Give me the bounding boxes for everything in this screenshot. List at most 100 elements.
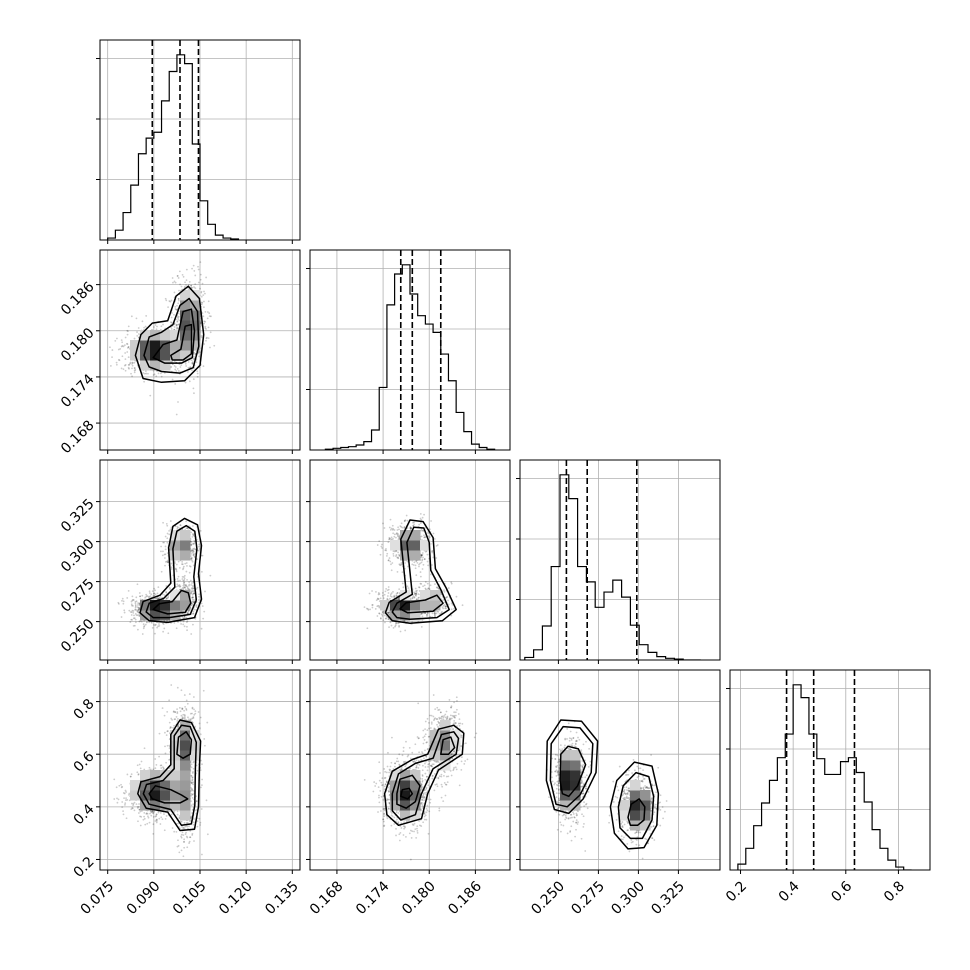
panel-frame: [309, 249, 511, 451]
density-cell: [180, 760, 191, 771]
density-cell: [150, 790, 161, 801]
density-cell: [190, 740, 201, 751]
density-cell: [180, 740, 191, 751]
density-cell: [400, 530, 411, 541]
density-cell: [430, 750, 441, 761]
density-cell: [400, 790, 411, 801]
density-cell: [400, 800, 411, 811]
x-tick-label: 0.135: [262, 878, 302, 918]
contour-level-3: [440, 736, 456, 755]
density-cell: [410, 800, 421, 811]
density-cell: [400, 780, 411, 791]
density-cell: [160, 340, 171, 351]
density-cell: [180, 290, 191, 301]
contour-level-3: [170, 323, 193, 361]
density-cell: [180, 780, 191, 791]
contour-level-2: [396, 774, 421, 809]
density-cell: [400, 540, 411, 551]
x-tick-label: 0.120: [216, 878, 256, 918]
density-cell: [570, 790, 581, 801]
density-panel-0-1: 0.168 0.174 0.180 0.186: [58, 249, 301, 457]
density-cell: [160, 360, 171, 371]
density-cell: [410, 550, 421, 561]
density-cell: [130, 790, 141, 801]
density-cell: [140, 790, 151, 801]
density-cell: [190, 310, 201, 321]
x-tick-label: 0.105: [170, 878, 210, 918]
density-cell: [170, 340, 181, 351]
density-cell: [140, 350, 151, 361]
density-cell: [150, 340, 161, 351]
density-cell: [190, 330, 201, 341]
contour-level-1: [143, 297, 200, 374]
density-cell: [570, 760, 581, 771]
y-tick-label: 0.275: [58, 576, 98, 616]
density-cell: [160, 770, 171, 781]
density-cell: [190, 340, 201, 351]
density-cell: [430, 740, 441, 751]
density-cell: [410, 790, 421, 801]
y-tick-label: 0.8: [71, 696, 98, 723]
x-tick-label: 0.174: [353, 878, 393, 918]
density-cell: [630, 810, 641, 821]
density-cell: [620, 800, 631, 811]
density-cell: [150, 600, 161, 611]
y-tick-label: 0.250: [58, 616, 98, 656]
density-cell: [160, 790, 171, 801]
y-tick-label: 0.325: [58, 496, 98, 536]
density-cell: [390, 800, 401, 811]
density-cell: [410, 530, 421, 541]
contour-level-4: [400, 787, 414, 800]
density-cell: [400, 770, 411, 781]
panel-frame: [519, 669, 721, 871]
density-cell: [170, 800, 181, 811]
histogram-step-1: [324, 264, 496, 450]
y-tick-label: 0.4: [71, 801, 98, 828]
density-cell: [410, 780, 421, 791]
density-cell: [180, 730, 191, 741]
density-cell: [420, 600, 431, 611]
x-tick-label: 0.090: [124, 878, 164, 918]
histogram-panel-1: [306, 249, 511, 454]
density-cell: [420, 590, 431, 601]
histogram-step-2: [524, 474, 701, 660]
density-cell: [170, 780, 181, 791]
density-cell: [180, 790, 191, 801]
contour-level-0: [545, 719, 599, 815]
contour-level-1: [549, 725, 594, 808]
density-cell: [130, 340, 141, 351]
contour-level-0: [384, 519, 457, 624]
x-tick-label: 0.300: [608, 878, 648, 918]
histogram-step-0: [107, 54, 240, 240]
density-cell: [170, 770, 181, 781]
density-cell: [560, 770, 571, 781]
density-cell: [180, 800, 191, 811]
density-cell: [420, 540, 431, 551]
scatter-points: [363, 694, 478, 861]
density-cell: [170, 330, 181, 341]
density-cell: [190, 320, 201, 331]
contour-level-0: [383, 724, 465, 827]
density-cell: [190, 300, 201, 311]
density-cell: [170, 600, 181, 611]
density-panel-2-3: 0.250 0.275 0.300 0.325: [516, 669, 721, 918]
density-cell: [180, 340, 191, 351]
density-cell: [450, 740, 461, 751]
histogram-step-3: [737, 684, 912, 870]
density-cell: [560, 780, 571, 791]
density-cell: [170, 550, 181, 561]
y-tick-label: 0.2: [71, 854, 98, 881]
density-cell: [180, 810, 191, 821]
contour-level-2: [399, 594, 444, 614]
density-cell: [170, 610, 181, 621]
density-cell: [640, 800, 651, 811]
contour-level-4: [617, 771, 655, 840]
density-cell: [170, 350, 181, 361]
density-cell: [180, 550, 191, 561]
density-cell: [160, 780, 171, 791]
density-cell: [630, 780, 641, 791]
density-cell: [140, 360, 151, 371]
x-tick-label: 0.075: [78, 878, 118, 918]
density-cell: [180, 540, 191, 551]
density-panel-1-3: 0.168 0.174 0.180 0.186: [306, 669, 511, 918]
